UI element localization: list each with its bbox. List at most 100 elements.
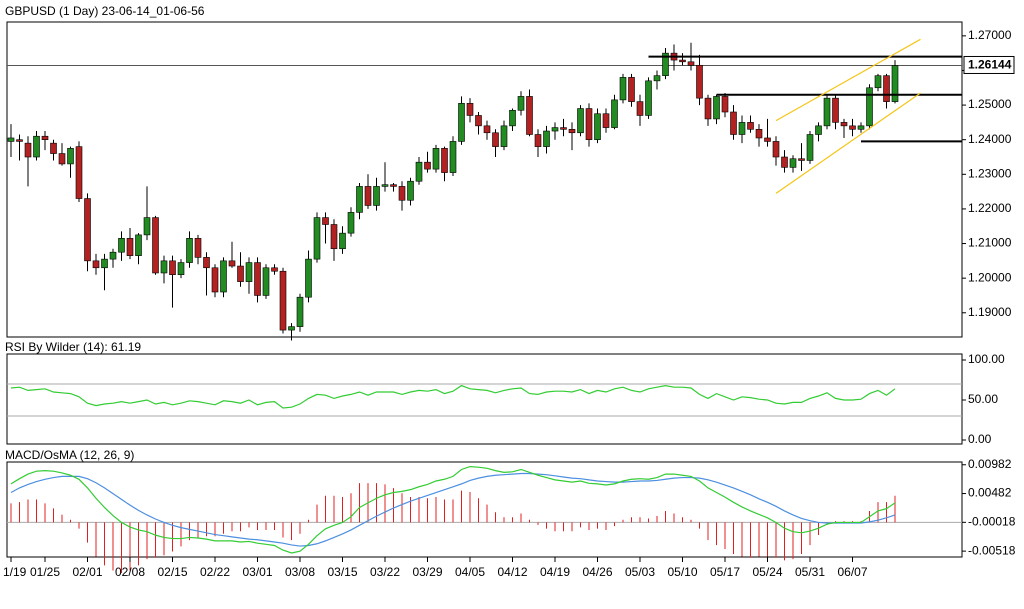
price-tick-label: 1.27000 — [968, 28, 1012, 42]
bull-candle — [517, 96, 525, 111]
price-tick-label: 1.23000 — [968, 166, 1012, 180]
price-tick-label: 1.22000 — [968, 201, 1012, 215]
price-panel: 1.270001.260001.250001.240001.230001.220… — [7, 28, 1015, 341]
bull-candle — [220, 260, 227, 293]
bear-candle — [126, 238, 134, 256]
macd-panel: 0.00982 0.00482 -0.00018 -0.00518 — [7, 457, 1016, 574]
bear-candle — [152, 217, 159, 274]
price-panel-frame — [6, 21, 963, 338]
bear-candle — [211, 267, 219, 293]
date-tick-label: 02/08 — [115, 565, 145, 579]
rsi-tick-label: 100.00 — [968, 352, 1005, 366]
bull-candle — [407, 180, 414, 201]
bull-candle — [619, 77, 627, 101]
rsi-panel-frame — [6, 353, 963, 445]
date-tick-label: 06/07 — [837, 565, 867, 579]
bull-candle — [101, 258, 108, 269]
bear-candle — [832, 97, 839, 123]
bear-candle — [764, 137, 771, 142]
price-tick-label: 1.19000 — [968, 305, 1012, 319]
bear-candle — [424, 161, 431, 170]
bear-candle — [755, 129, 763, 139]
bear-candle — [58, 153, 66, 165]
date-tick-label: 02/22 — [200, 565, 230, 579]
bear-candle — [75, 146, 83, 199]
main-chart-title: GBPUSD (1 Day) 23-06-14_01-06-56 — [5, 4, 205, 18]
date-tick-label: 03/01 — [242, 565, 272, 579]
bull-candle — [738, 122, 746, 135]
bear-candle — [466, 103, 474, 116]
bear-candle — [492, 132, 499, 147]
bear-candle — [16, 139, 23, 142]
bear-candle — [330, 224, 338, 250]
bear-candle — [730, 111, 737, 135]
macd-tick-label: -0.00518 — [968, 543, 1016, 557]
date-tick-label: 05/17 — [710, 565, 740, 579]
date-tick-label: 03/29 — [412, 565, 442, 579]
bull-candle — [33, 135, 40, 158]
bear-candle — [883, 75, 890, 102]
rsi-tick-label: 50.00 — [968, 392, 998, 406]
bull-candle — [577, 108, 584, 134]
bull-candle — [500, 125, 508, 147]
bull-candle — [823, 97, 831, 127]
bear-candle — [483, 125, 491, 134]
bear-candle — [169, 260, 176, 275]
bull-candle — [313, 217, 321, 260]
bull-candle — [551, 127, 559, 132]
bear-candle — [203, 257, 210, 269]
bear-candle — [747, 122, 754, 130]
bull-candle — [305, 258, 312, 298]
bear-candle — [781, 156, 788, 168]
date-tick-label: 05/31 — [795, 565, 825, 579]
bull-candle — [874, 75, 882, 89]
macd-panel-title: MACD/OsMA (12, 26, 9) — [5, 448, 135, 462]
rsi-panel: 100.00 50.00 0.00 — [7, 352, 1005, 446]
date-tick-label: 04/05 — [455, 565, 485, 579]
bull-candle — [347, 212, 355, 234]
bear-candle — [254, 262, 261, 296]
bear-candle — [41, 135, 49, 140]
date-tick-label: 03/15 — [327, 565, 357, 579]
bear-candle — [271, 267, 278, 272]
rsi-tick-label: 0.00 — [968, 432, 992, 446]
bull-candle — [432, 148, 440, 170]
date-tick-label: 03/08 — [285, 565, 315, 579]
bull-candle — [594, 113, 601, 140]
last-price-box — [963, 55, 1015, 74]
bull-candle — [415, 161, 423, 182]
bear-candle — [194, 238, 202, 258]
macd-signal-line — [10, 472, 896, 547]
trend-channel-line — [775, 38, 921, 122]
bull-candle — [611, 99, 618, 128]
last-price-label: 1.26144 — [968, 58, 1012, 72]
bull-candle — [296, 296, 304, 327]
bull-candle — [143, 217, 151, 236]
bear-candle — [721, 96, 729, 113]
bear-candle — [704, 97, 712, 120]
date-tick-label: 05/24 — [752, 565, 782, 579]
bear-candle — [390, 184, 397, 187]
bull-candle — [449, 141, 457, 173]
bull-candle — [866, 87, 873, 127]
date-tick-label: 03/22 — [370, 565, 400, 579]
date-tick-label: 1/19 — [3, 565, 27, 579]
bear-candle — [322, 217, 329, 225]
date-tick-label: 04/19 — [540, 565, 570, 579]
date-tick-label: 04/26 — [582, 565, 612, 579]
macd-panel-frame — [6, 461, 963, 558]
bear-candle — [92, 260, 100, 269]
bear-candle — [441, 148, 448, 173]
price-tick-label: 1.25000 — [968, 97, 1012, 111]
bull-candle — [381, 184, 389, 187]
bull-candle — [109, 251, 117, 260]
bull-candle — [815, 125, 822, 135]
bull-candle — [543, 130, 550, 147]
bear-candle — [279, 270, 287, 331]
bull-candle — [891, 65, 899, 102]
date-tick-label: 04/12 — [497, 565, 527, 579]
bull-candle — [245, 262, 253, 282]
bear-candle — [849, 125, 856, 130]
bull-candle — [373, 186, 380, 206]
price-tick-label: 1.20000 — [968, 270, 1012, 284]
